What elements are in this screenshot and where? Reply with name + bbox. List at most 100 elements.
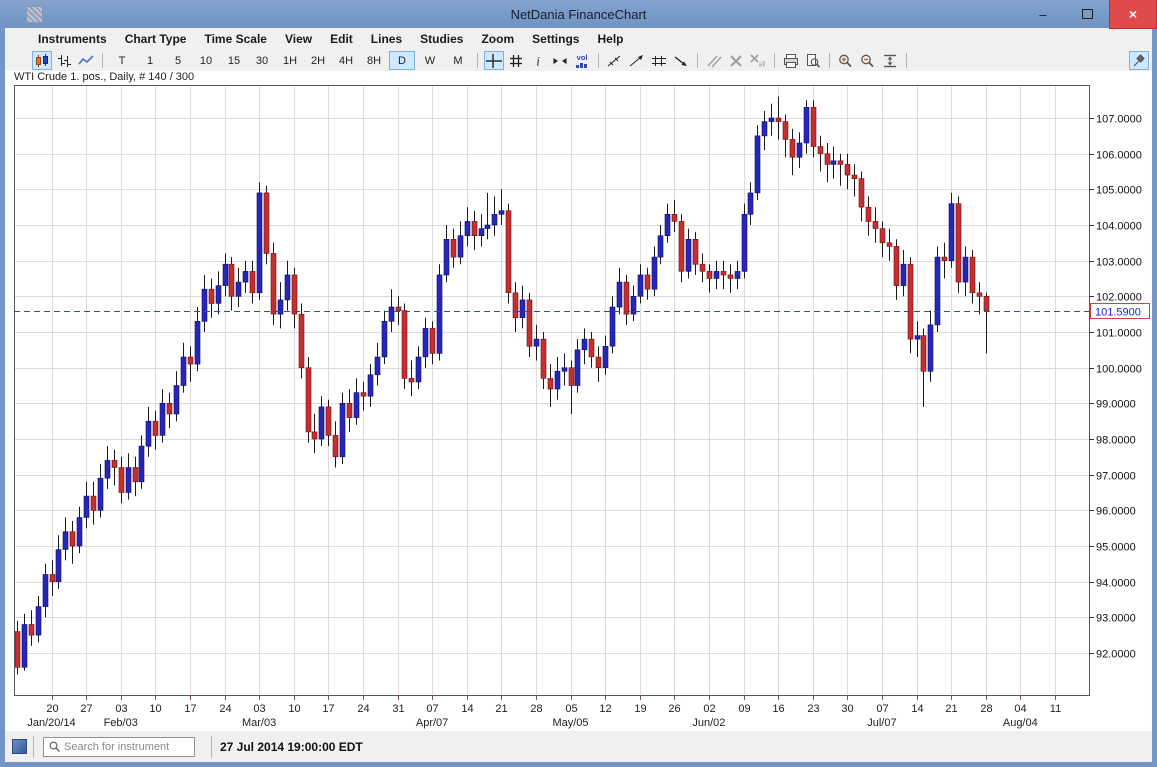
- arrow-line-button[interactable]: [671, 51, 691, 70]
- horizontal-scale-button[interactable]: [550, 51, 570, 70]
- timescale-button-d[interactable]: D: [389, 51, 415, 70]
- close-button[interactable]: ×: [1109, 0, 1157, 29]
- delete-all-lines-button[interactable]: all: [748, 51, 768, 70]
- menu-bar: Instruments Chart Type Time Scale View Edit L…: [5, 28, 1152, 50]
- svg-text:28: 28: [980, 703, 992, 715]
- svg-text:106.0000: 106.0000: [1096, 150, 1142, 162]
- ohlc-bars-icon: [56, 53, 72, 69]
- svg-text:103.0000: 103.0000: [1096, 257, 1142, 269]
- menu-item-lines[interactable]: Lines: [370, 32, 403, 46]
- svg-text:101.5900: 101.5900: [1095, 307, 1141, 319]
- menu-item-settings[interactable]: Settings: [532, 32, 580, 46]
- timescale-button-30[interactable]: 30: [255, 54, 269, 67]
- app-icon: [26, 5, 43, 23]
- separator: [33, 735, 34, 758]
- price-axis: 107.0000 106.0000 105.0000 104.0000 103.0000…: [1089, 114, 1142, 661]
- chart-area[interactable]: WTI Crude 1. pos., Daily, # 140 / 300 10…: [5, 71, 1152, 731]
- menu-item-view[interactable]: View: [284, 32, 313, 46]
- zoom-in-button[interactable]: [836, 51, 856, 70]
- pin-button[interactable]: [1129, 51, 1149, 70]
- print-button[interactable]: [781, 51, 801, 70]
- svg-text:Aug/04: Aug/04: [1003, 717, 1038, 729]
- svg-text:95.0000: 95.0000: [1096, 542, 1136, 554]
- svg-text:100.0000: 100.0000: [1096, 364, 1142, 376]
- svg-text:97.0000: 97.0000: [1096, 471, 1136, 483]
- zoom-in-icon: [837, 53, 855, 69]
- crosshair-button[interactable]: [484, 51, 504, 70]
- instrument-search[interactable]: [43, 736, 195, 757]
- svg-text:04: 04: [1014, 703, 1026, 715]
- timescale-button-1h[interactable]: 1H: [282, 54, 298, 67]
- fit-vertical-icon: [881, 53, 899, 69]
- timescale-button-8h[interactable]: 8H: [366, 54, 382, 67]
- crosshair-icon: [485, 53, 503, 69]
- svg-text:94.0000: 94.0000: [1096, 578, 1136, 590]
- search-input[interactable]: [62, 739, 184, 754]
- svg-text:Mar/03: Mar/03: [242, 717, 276, 729]
- svg-text:07: 07: [426, 703, 438, 715]
- trendline-icon: [606, 53, 624, 69]
- line-chart-button[interactable]: [76, 51, 96, 70]
- ohlc-bars-button[interactable]: [54, 51, 74, 70]
- zoom-out-button[interactable]: [858, 51, 878, 70]
- svg-text:Apr/07: Apr/07: [416, 717, 448, 729]
- svg-text:09: 09: [738, 703, 750, 715]
- timescale-button-15[interactable]: 15: [227, 54, 241, 67]
- menu-item-chart-type[interactable]: Chart Type: [124, 32, 187, 46]
- parallel-lines-button[interactable]: [704, 51, 724, 70]
- delete-all-lines-icon: all: [749, 53, 767, 69]
- status-timestamp: 27 Jul 2014 19:00:00 EDT: [220, 739, 363, 754]
- toolbar-separator: [477, 53, 478, 68]
- timescale-button-2h[interactable]: 2H: [310, 54, 326, 67]
- candlestick-chart-icon: [33, 53, 51, 69]
- trendline-ray-icon: [628, 53, 646, 69]
- minimize-button[interactable]: –: [1039, 6, 1047, 22]
- timescale-button-t[interactable]: T: [118, 54, 126, 67]
- window-border-left: [0, 28, 5, 767]
- timescale-button-5[interactable]: 5: [174, 54, 182, 67]
- timescale-button-10[interactable]: 10: [199, 54, 213, 67]
- delete-line-icon: [728, 53, 744, 69]
- info-button[interactable]: i: [528, 51, 548, 70]
- timescale-button-4h[interactable]: 4H: [338, 54, 354, 67]
- svg-text:27: 27: [80, 703, 92, 715]
- grid-button[interactable]: [506, 51, 526, 70]
- menu-item-edit[interactable]: Edit: [330, 32, 353, 46]
- svg-text:14: 14: [461, 703, 473, 715]
- menu-item-help[interactable]: Help: [597, 32, 624, 46]
- menu-item-time-scale[interactable]: Time Scale: [204, 32, 267, 46]
- menu-item-studies[interactable]: Studies: [420, 32, 464, 46]
- svg-text:03: 03: [115, 703, 127, 715]
- svg-text:all: all: [758, 61, 765, 68]
- candlestick-chart-button[interactable]: [32, 51, 52, 70]
- grid-icon: [508, 53, 524, 69]
- horizontal-lines-icon: [650, 53, 668, 69]
- trendline-ray-button[interactable]: [627, 51, 647, 70]
- window-controls: – ×: [1021, 0, 1157, 29]
- svg-text:31: 31: [392, 703, 404, 715]
- menu-item-zoom[interactable]: Zoom: [481, 32, 515, 46]
- svg-text:104.0000: 104.0000: [1096, 221, 1142, 233]
- maximize-button[interactable]: [1065, 0, 1109, 28]
- delete-line-button[interactable]: [726, 51, 746, 70]
- svg-text:105.0000: 105.0000: [1096, 185, 1142, 197]
- trendline-button[interactable]: [605, 51, 625, 70]
- timescale-button-1[interactable]: 1: [146, 54, 154, 67]
- fit-vertical-button[interactable]: [880, 51, 900, 70]
- timescale-button-m[interactable]: M: [453, 54, 463, 67]
- timescale-button-w[interactable]: W: [424, 54, 436, 67]
- horizontal-lines-button[interactable]: [649, 51, 669, 70]
- last-price-label: 101.5900: [1090, 303, 1150, 319]
- candles: [14, 96, 990, 675]
- svg-text:10: 10: [288, 703, 300, 715]
- print-preview-button[interactable]: [803, 51, 823, 70]
- horizontal-scale-icon: [551, 53, 569, 69]
- candlestick-chart[interactable]: 107.0000 106.0000 105.0000 104.0000 103.0000…: [5, 71, 1152, 731]
- svg-text:12: 12: [599, 703, 611, 715]
- menu-item-instruments[interactable]: Instruments: [38, 32, 107, 46]
- svg-text:93.0000: 93.0000: [1096, 613, 1136, 625]
- volume-button[interactable]: vol: [572, 51, 592, 70]
- toolbar-separator: [906, 53, 907, 68]
- svg-text:30: 30: [841, 703, 853, 715]
